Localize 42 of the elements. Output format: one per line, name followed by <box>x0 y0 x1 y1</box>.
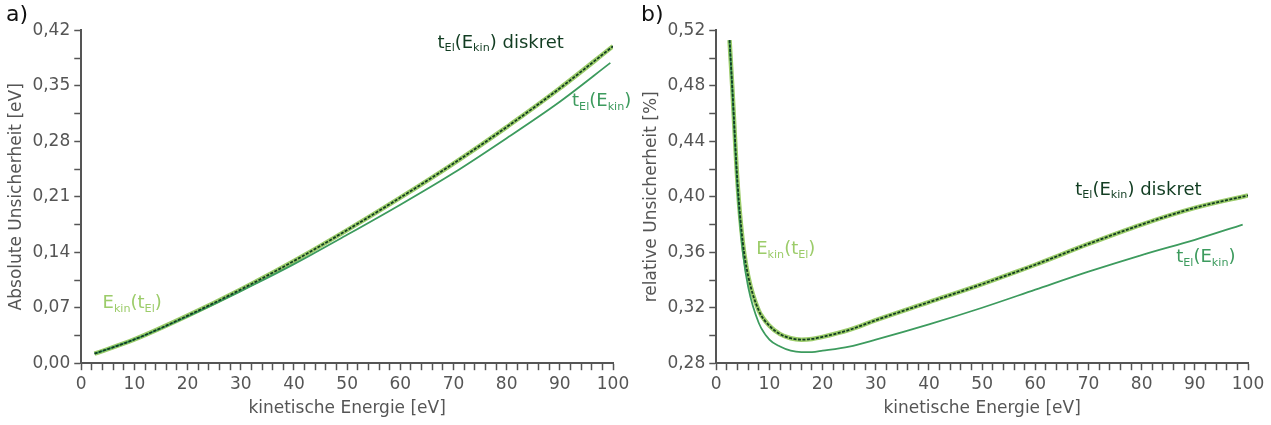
y-axis-title: relative Unsicherheit [%] <box>639 91 660 303</box>
x-tick-label: 0 <box>75 372 87 393</box>
y-tick-label: 0,32 <box>667 296 706 317</box>
y-tick-label: 0,36 <box>667 240 706 261</box>
x-tick-label: 80 <box>1130 372 1153 393</box>
chart-title: a) <box>6 0 29 26</box>
x-tick-label: 50 <box>971 372 993 393</box>
x-tick-label: 90 <box>549 372 571 393</box>
y-tick-label: 0,52 <box>667 18 706 39</box>
x-tick-label: 70 <box>1077 372 1100 393</box>
x-tick-label: 90 <box>1184 372 1206 393</box>
x-tick-label: 10 <box>123 372 146 393</box>
chart-title: b) <box>641 0 664 26</box>
x-tick-label: 40 <box>918 372 940 393</box>
x-tick-label: 20 <box>176 372 199 393</box>
x-tick-label: 50 <box>336 372 358 393</box>
x-axis-title: kinetische Energie [eV] <box>248 397 446 418</box>
y-tick-label: 0,40 <box>667 185 706 206</box>
x-tick-label: 30 <box>864 372 887 393</box>
y-tick-label: 0,28 <box>32 129 71 150</box>
x-tick-label: 60 <box>389 372 412 393</box>
x-tick-label: 100 <box>1231 372 1265 393</box>
y-tick-label: 0,21 <box>32 185 71 206</box>
y-axis-title: Absolute Unsicherheit [eV] <box>4 83 25 311</box>
x-axis-title: kinetische Energie [eV] <box>883 397 1081 418</box>
x-tick-label: 10 <box>758 372 781 393</box>
x-tick-label: 20 <box>811 372 834 393</box>
y-tick-label: 0,44 <box>667 129 706 150</box>
y-tick-label: 0,00 <box>32 351 71 372</box>
y-tick-label: 0,28 <box>667 351 706 372</box>
x-tick-label: 70 <box>442 372 465 393</box>
x-tick-label: 60 <box>1024 372 1047 393</box>
y-tick-label: 0,14 <box>32 240 71 261</box>
x-tick-label: 30 <box>229 372 252 393</box>
x-tick-label: 0 <box>710 372 722 393</box>
y-tick-label: 0,35 <box>32 74 71 95</box>
y-tick-label: 0,42 <box>32 18 71 39</box>
y-tick-label: 0,07 <box>32 296 71 317</box>
x-tick-label: 100 <box>596 372 630 393</box>
x-tick-label: 40 <box>283 372 305 393</box>
x-tick-label: 80 <box>495 372 518 393</box>
y-tick-label: 0,48 <box>667 74 706 95</box>
